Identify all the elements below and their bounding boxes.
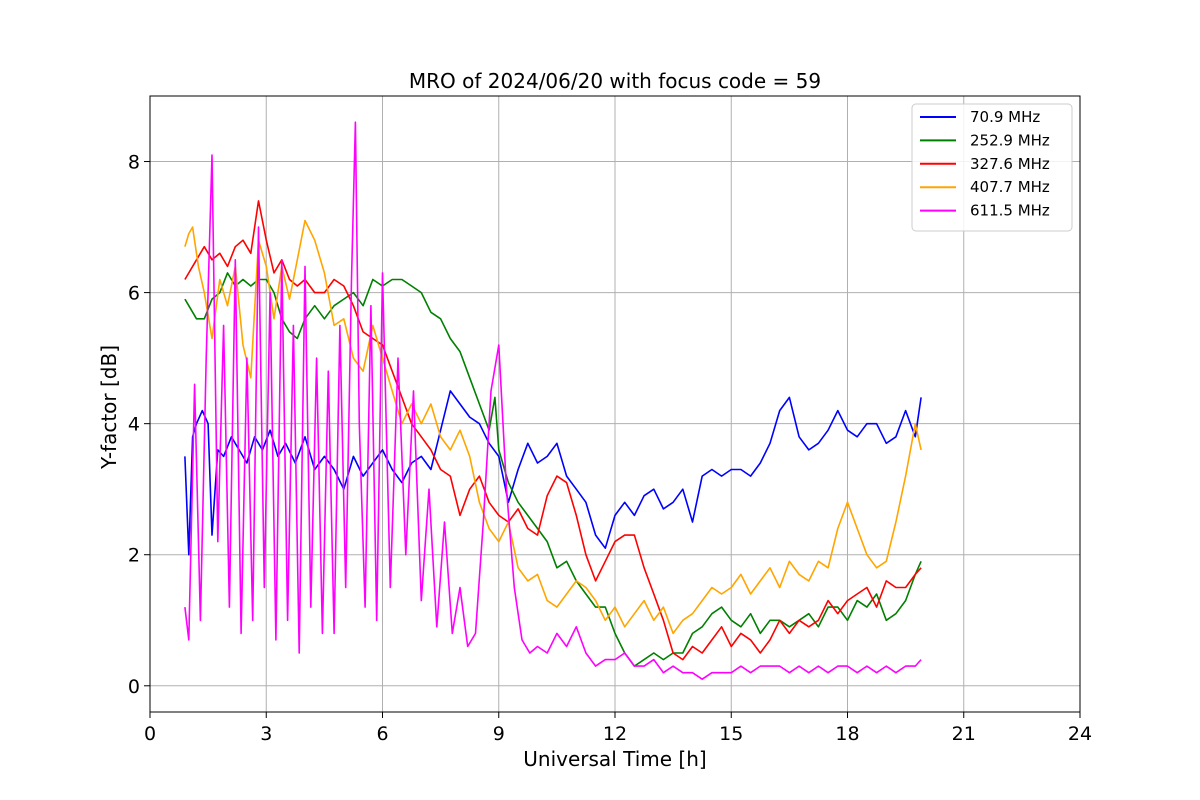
x-axis-title: Universal Time [h] — [523, 747, 706, 771]
x-tick-label: 24 — [1068, 723, 1092, 745]
x-tick-label: 3 — [260, 723, 272, 745]
legend: 70.9 MHz 252.9 MHz 327.6 MHz 407.7 MHz 611.5… — [911, 103, 1073, 232]
series-line-2 — [184, 200, 922, 661]
y-tick-label: 4 — [128, 414, 140, 436]
series-line-1 — [184, 272, 922, 667]
chart-title: MRO of 2024/06/20 with focus code = 59 — [409, 69, 821, 93]
x-tick-label: 9 — [493, 723, 505, 745]
y-axis: 0 2 4 6 8 — [128, 152, 150, 698]
series-line-4 — [184, 121, 922, 680]
legend-box — [911, 103, 1073, 232]
x-tick-label: 6 — [376, 723, 388, 745]
legend-label: 407.7 MHz — [970, 178, 1050, 196]
legend-label: 611.5 MHz — [970, 202, 1050, 220]
y-axis-title: Y-factor [dB] — [97, 345, 121, 470]
legend-label: 327.6 MHz — [970, 155, 1050, 173]
y-tick-label: 6 — [128, 283, 140, 305]
x-tick-label: 0 — [144, 723, 156, 745]
y-tick-label: 2 — [128, 545, 140, 567]
x-tick-label: 18 — [835, 723, 859, 745]
x-tick-label: 12 — [603, 723, 627, 745]
legend-label: 70.9 MHz — [970, 108, 1040, 126]
x-axis: 0 3 6 9 12 15 18 21 24 — [144, 712, 1092, 745]
legend-label: 252.9 MHz — [970, 131, 1050, 149]
x-tick-label: 15 — [719, 723, 743, 745]
x-tick-label: 21 — [952, 723, 976, 745]
y-tick-label: 8 — [128, 152, 140, 174]
y-tick-label: 0 — [128, 676, 140, 698]
plot-area — [184, 121, 922, 680]
series-line-3 — [184, 219, 922, 635]
